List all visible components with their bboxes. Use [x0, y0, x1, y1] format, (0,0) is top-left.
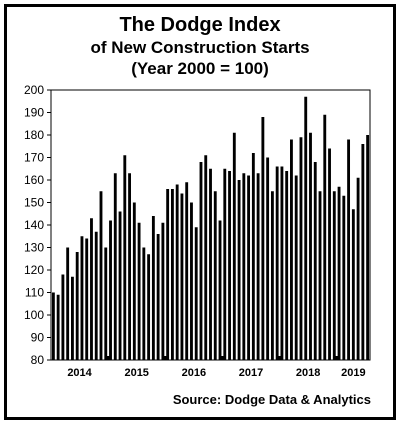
bar — [356, 177, 360, 360]
bar — [237, 180, 241, 360]
bar — [294, 175, 298, 360]
bar — [142, 247, 146, 360]
bar — [80, 236, 84, 360]
bar — [328, 148, 331, 360]
bar — [323, 114, 327, 360]
bar — [361, 144, 365, 360]
bar — [128, 173, 131, 360]
bar — [332, 191, 336, 360]
bar — [156, 234, 160, 360]
bar — [270, 191, 274, 360]
bar — [151, 216, 155, 360]
y-tick-label: 120 — [24, 263, 44, 277]
year-divider — [278, 356, 282, 360]
year-divider — [163, 356, 167, 360]
year-divider — [106, 356, 110, 360]
bar — [285, 171, 289, 360]
y-tick-label: 100 — [24, 308, 44, 322]
bar — [347, 139, 351, 360]
x-year-label: 2016 — [182, 367, 206, 379]
x-year-label: 2015 — [124, 367, 148, 379]
bar — [223, 168, 227, 360]
bar — [109, 220, 112, 360]
bar — [261, 117, 265, 360]
bar — [247, 175, 251, 360]
bar — [170, 189, 174, 360]
bar — [137, 222, 141, 360]
bar — [351, 209, 355, 360]
bar — [209, 168, 212, 360]
x-year-label: 2014 — [67, 367, 92, 379]
bar — [251, 153, 255, 360]
chart-subtitle: of New Construction Starts — [90, 38, 310, 57]
y-tick-label: 130 — [24, 241, 44, 255]
bar — [213, 191, 217, 360]
chart-base-note: (Year 2000 = 100) — [131, 59, 269, 78]
y-tick-label: 80 — [31, 353, 45, 367]
y-tick-label: 180 — [24, 128, 44, 142]
bar — [71, 276, 74, 360]
bar — [185, 182, 189, 360]
y-tick-label: 150 — [24, 196, 44, 210]
y-tick-label: 110 — [25, 286, 44, 300]
y-tick-label: 140 — [24, 218, 44, 232]
bar — [61, 274, 65, 360]
y-tick-label: 170 — [24, 151, 44, 165]
x-year-label: 2019 — [341, 367, 365, 379]
bar — [118, 211, 122, 360]
y-tick-label: 160 — [24, 173, 44, 187]
bar — [175, 184, 179, 360]
bar — [132, 202, 136, 360]
bar — [94, 231, 98, 360]
bar — [161, 222, 165, 360]
bar — [204, 155, 208, 360]
bar — [318, 191, 322, 360]
bar — [218, 220, 222, 360]
bar — [290, 139, 293, 360]
bar — [199, 162, 203, 360]
source-note: Source: Dodge Data & Analytics — [172, 392, 371, 407]
bar — [366, 135, 370, 360]
y-tick-label: 90 — [31, 331, 45, 345]
bar — [180, 193, 184, 360]
bar — [75, 252, 79, 360]
bar — [309, 132, 312, 360]
bar — [342, 195, 346, 360]
bar — [228, 171, 231, 360]
y-tick-label: 200 — [24, 83, 44, 97]
bar — [56, 294, 60, 360]
bar — [275, 166, 279, 360]
bar — [232, 132, 236, 360]
bar — [337, 186, 341, 360]
year-divider — [220, 356, 224, 360]
bar — [66, 247, 70, 360]
x-year-label: 2018 — [296, 367, 320, 379]
bar — [280, 166, 284, 360]
bar — [304, 96, 308, 360]
bar — [85, 238, 89, 360]
bar — [147, 254, 151, 360]
bar — [123, 155, 127, 360]
bar — [256, 173, 260, 360]
x-year-label: 2017 — [239, 367, 263, 379]
bar — [166, 189, 170, 360]
bar — [190, 202, 193, 360]
bar — [313, 162, 317, 360]
bar — [51, 292, 55, 360]
bar — [113, 173, 117, 360]
bar — [242, 173, 246, 360]
bar — [104, 247, 108, 360]
y-tick-label: 190 — [24, 106, 44, 120]
chart-title: The Dodge Index — [119, 14, 281, 36]
year-divider — [335, 356, 339, 360]
bar — [99, 191, 103, 360]
title-block: The Dodge Index of New Construction Star… — [7, 13, 393, 79]
bar — [194, 227, 198, 360]
bar — [266, 157, 270, 360]
bar — [299, 137, 303, 360]
bar — [90, 218, 93, 360]
